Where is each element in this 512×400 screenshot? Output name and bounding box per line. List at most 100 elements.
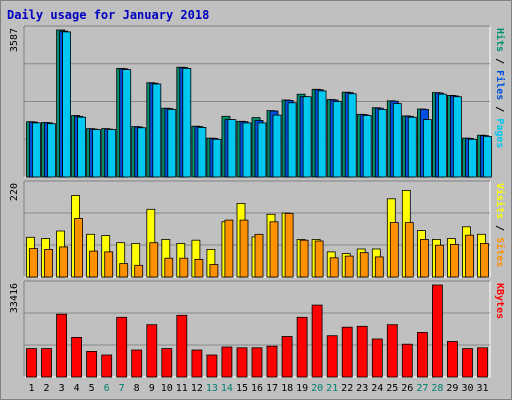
bar-pages-day-4 <box>77 116 86 178</box>
bar-pages-day-20 <box>317 90 327 178</box>
bar-pages-day-16 <box>257 122 267 178</box>
bar-pages-day-11 <box>182 68 192 178</box>
bar-sites-day-5 <box>89 250 98 278</box>
legend-part-middle-1: / <box>494 219 505 237</box>
bar-sites-day-18 <box>284 212 294 278</box>
bar-kbytes-day-25 <box>386 324 398 378</box>
legend-part-middle-2: Sites <box>494 237 506 267</box>
bar-pages-day-2 <box>47 123 56 178</box>
bar-pages-day-1 <box>32 122 41 178</box>
bar-pages-day-19 <box>302 96 312 178</box>
bar-kbytes-day-26 <box>401 343 413 378</box>
bar-sites-day-16 <box>254 233 264 278</box>
x-label-day-16: 16 <box>251 383 263 394</box>
bar-kbytes-day-18 <box>281 336 293 378</box>
x-label-day-2: 2 <box>43 383 49 394</box>
bar-pages-day-12 <box>197 127 207 178</box>
bar-pages-day-25 <box>392 103 402 178</box>
bar-pages-day-13 <box>212 138 222 178</box>
bar-sites-day-20 <box>314 240 324 278</box>
bar-pages-day-22 <box>347 93 357 178</box>
bar-kbytes-day-20 <box>311 304 323 378</box>
bar-sites-day-3 <box>59 246 68 278</box>
bar-kbytes-day-27 <box>416 331 428 378</box>
bar-sites-day-26 <box>404 222 414 278</box>
bar-pages-day-5 <box>92 129 101 178</box>
bar-sites-day-31 <box>480 243 489 278</box>
bar-sites-day-25 <box>389 222 399 278</box>
x-label-day-9: 9 <box>149 383 155 394</box>
x-label-day-21: 21 <box>326 383 338 394</box>
bar-kbytes-day-5 <box>86 350 97 378</box>
x-label-day-11: 11 <box>176 383 188 394</box>
legend-part-top-4: Pages <box>494 118 505 148</box>
x-label-day-26: 26 <box>401 383 413 394</box>
bar-sites-day-13 <box>209 264 219 278</box>
y-max-label-top: 3587 <box>9 28 20 52</box>
bar-sites-day-24 <box>374 256 384 278</box>
x-label-day-17: 17 <box>266 383 278 394</box>
x-label-day-10: 10 <box>161 383 173 394</box>
x-label-day-15: 15 <box>236 383 248 394</box>
bar-pages-day-23 <box>362 115 372 178</box>
bar-kbytes-day-30 <box>462 348 473 378</box>
bar-sites-day-2 <box>44 248 53 278</box>
bar-kbytes-day-11 <box>176 314 188 378</box>
bar-pages-day-28 <box>437 93 447 178</box>
bar-sites-day-6 <box>104 251 114 278</box>
bar-sites-day-10 <box>164 257 174 278</box>
x-label-day-4: 4 <box>74 383 80 394</box>
x-label-day-22: 22 <box>341 383 353 394</box>
legend-part-bottom-0: KBytes <box>494 283 505 319</box>
legend-part-top-0: Hits <box>494 28 506 52</box>
legend-part-middle-0: Visits <box>494 183 506 219</box>
bar-kbytes-day-3 <box>56 313 67 378</box>
bar-pages-day-27 <box>422 119 432 178</box>
x-label-day-20: 20 <box>311 383 323 394</box>
bar-sites-day-14 <box>224 219 234 278</box>
bar-sites-day-11 <box>179 257 189 278</box>
y-max-label-middle: 220 <box>9 183 20 201</box>
bar-pages-day-31 <box>483 135 492 178</box>
bar-sites-day-7 <box>119 263 129 278</box>
legend-middle: Visits / Sites <box>494 183 506 267</box>
bar-kbytes-day-2 <box>41 348 52 378</box>
bar-sites-day-15 <box>239 219 249 278</box>
x-label-day-30: 30 <box>461 383 473 394</box>
bar-sites-day-8 <box>134 264 144 278</box>
bar-pages-day-29 <box>452 96 462 178</box>
x-label-day-7: 7 <box>119 383 125 394</box>
bar-sites-day-1 <box>29 248 38 278</box>
legend-part-top-2: Files <box>494 70 506 100</box>
bar-kbytes-day-19 <box>296 316 308 378</box>
x-label-day-18: 18 <box>281 383 293 394</box>
bar-sites-day-22 <box>344 255 354 278</box>
x-label-day-13: 13 <box>206 383 218 394</box>
x-label-day-3: 3 <box>59 383 65 394</box>
bar-pages-day-10 <box>167 109 177 178</box>
bar-kbytes-day-13 <box>206 354 218 378</box>
bar-kbytes-day-10 <box>161 348 173 378</box>
bar-pages-day-15 <box>242 122 252 178</box>
bar-sites-day-28 <box>434 244 444 278</box>
bar-pages-day-30 <box>468 138 477 178</box>
x-label-day-5: 5 <box>89 383 95 394</box>
x-label-day-23: 23 <box>356 383 368 394</box>
bar-kbytes-day-31 <box>477 347 488 378</box>
bar-pages-day-9 <box>152 83 162 178</box>
x-label-day-27: 27 <box>416 383 428 394</box>
bar-pages-day-17 <box>272 114 282 178</box>
bar-sites-day-27 <box>419 238 429 278</box>
bar-pages-day-24 <box>377 109 387 178</box>
bar-kbytes-day-17 <box>266 345 278 378</box>
x-label-day-8: 8 <box>134 383 140 394</box>
bar-kbytes-day-22 <box>341 326 353 378</box>
x-label-day-25: 25 <box>386 383 398 394</box>
bar-kbytes-day-6 <box>101 354 113 378</box>
bar-pages-day-8 <box>137 127 147 178</box>
bar-kbytes-day-24 <box>371 338 383 378</box>
bar-pages-day-7 <box>122 69 132 178</box>
legend-bottom: KBytes <box>494 283 505 319</box>
